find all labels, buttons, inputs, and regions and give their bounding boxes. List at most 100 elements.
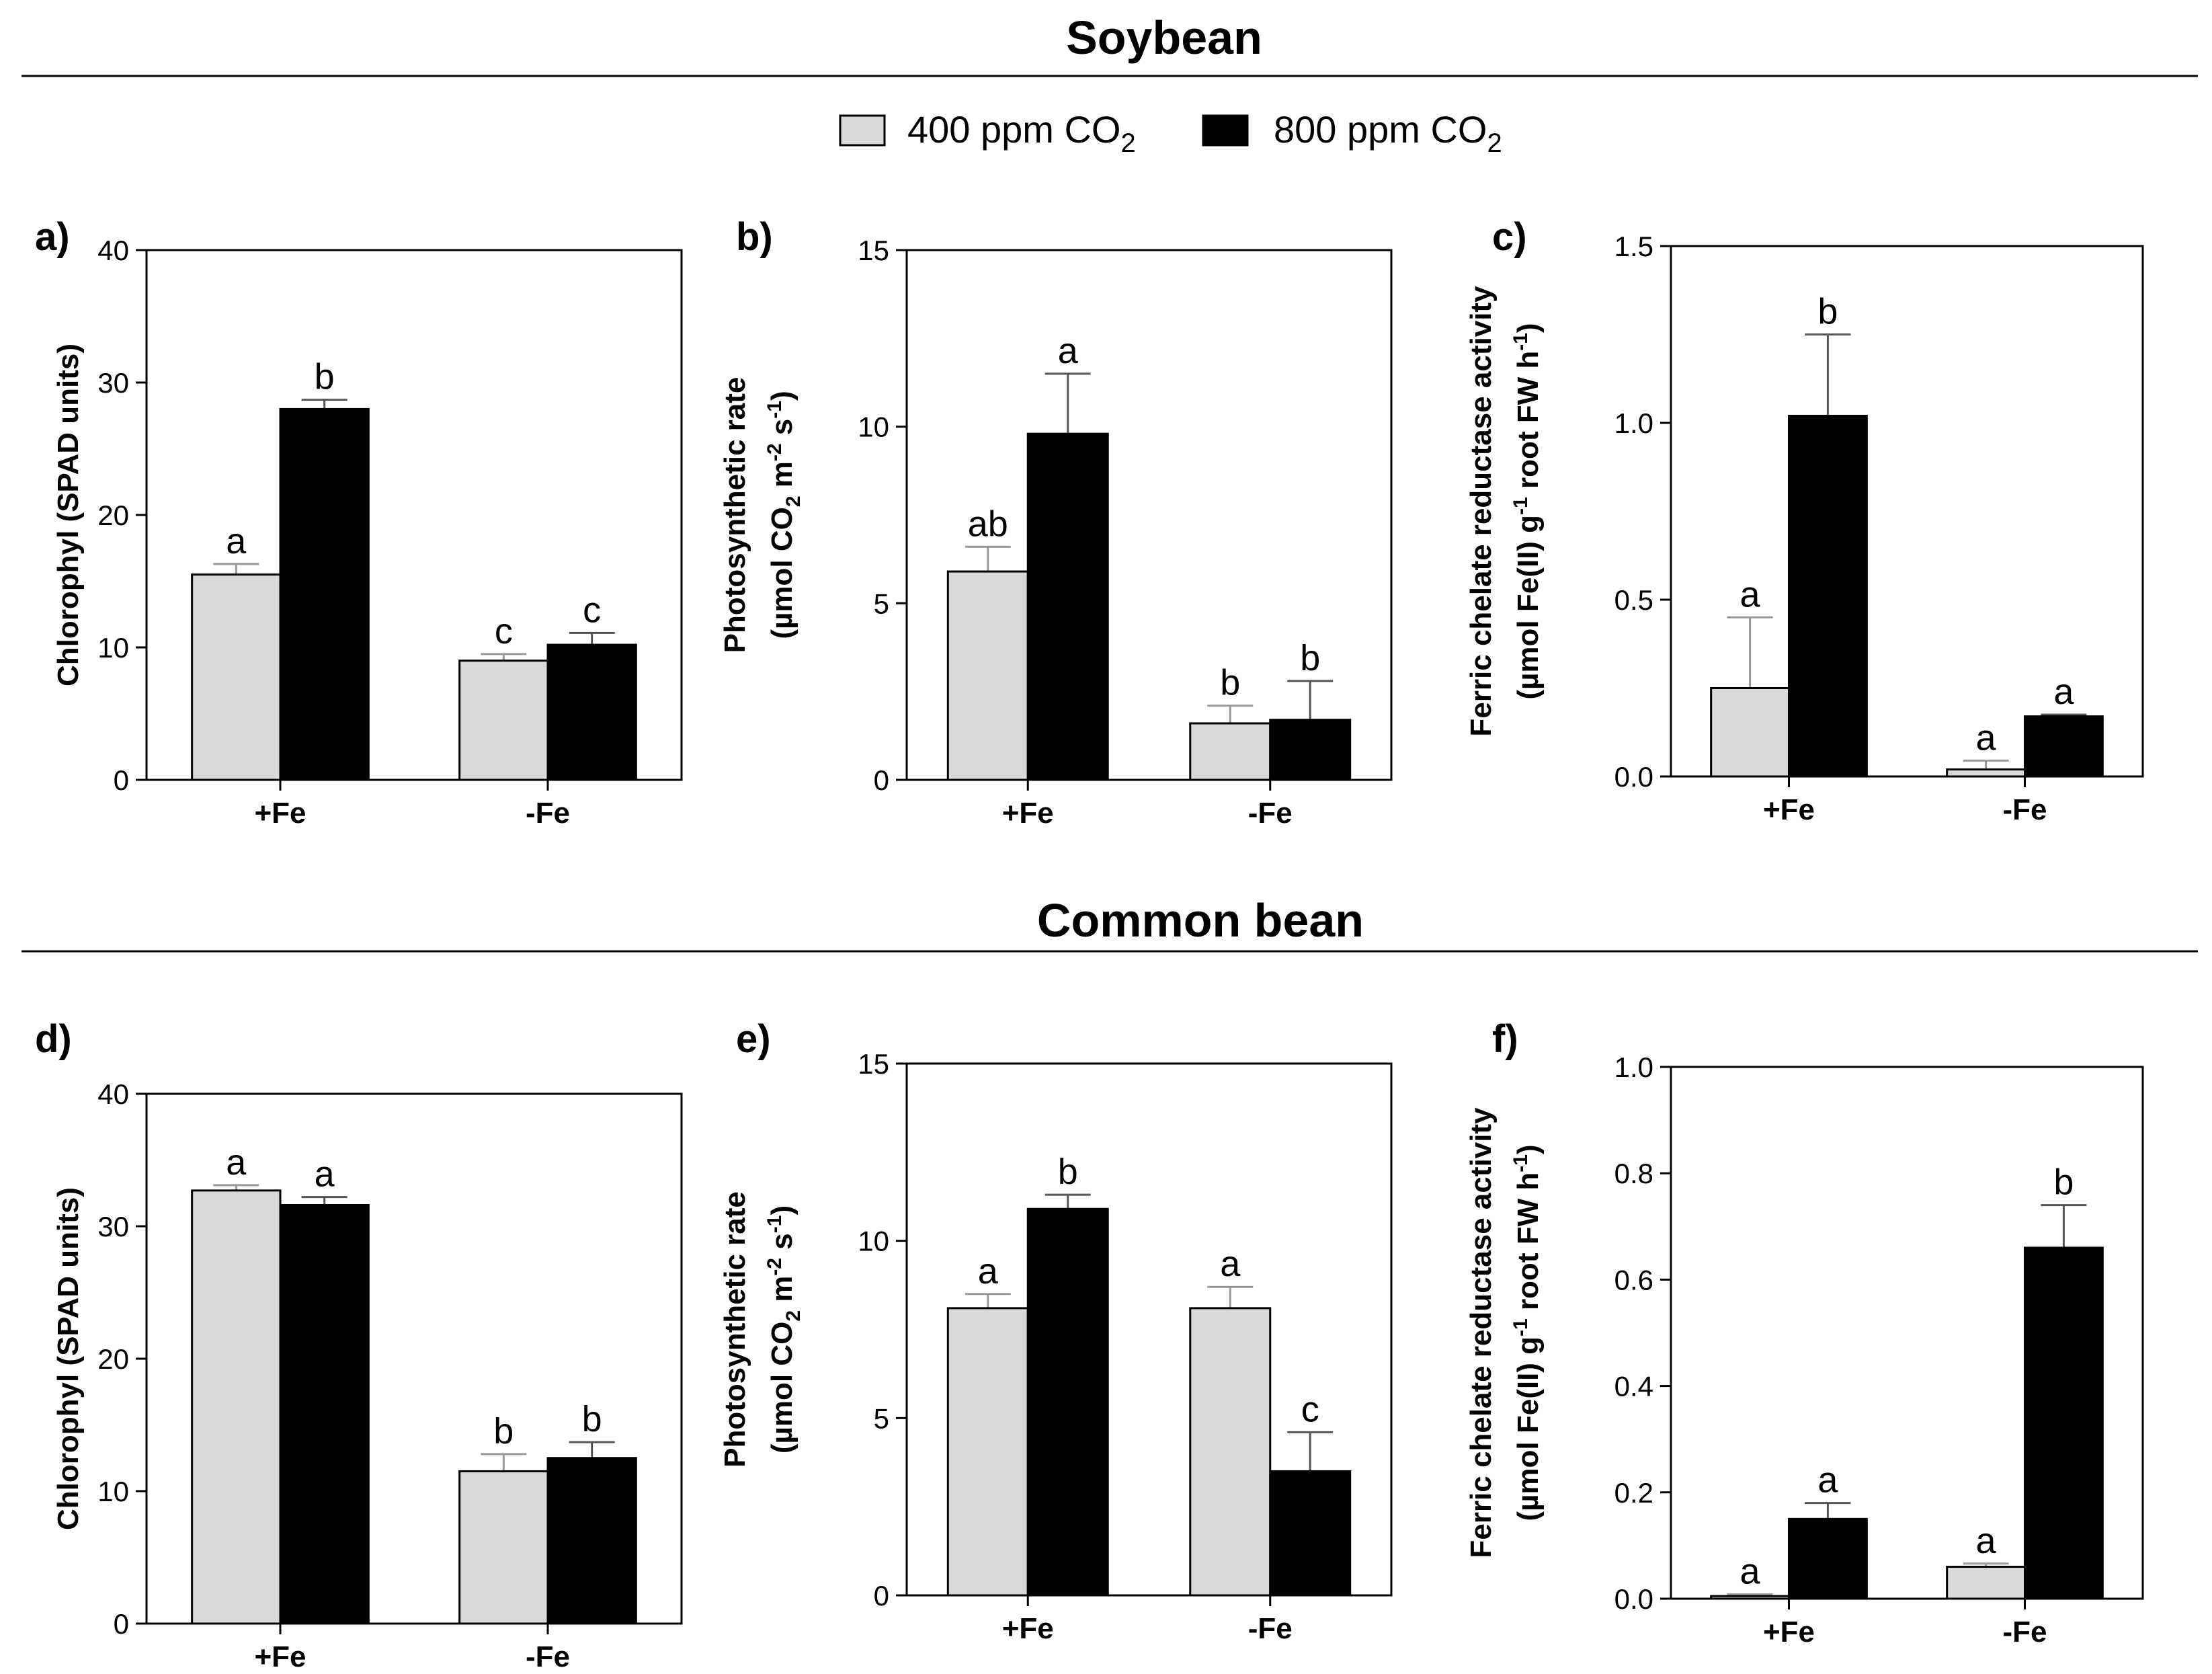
y-tick-label: 0.5 (1614, 584, 1653, 616)
bar-400-plus-fe (1710, 687, 1790, 778)
y-tick-label: 0.0 (1614, 761, 1653, 793)
y-tick-label: 0 (874, 1580, 889, 1611)
x-category-label: -Fe (2003, 793, 2047, 826)
y-axis-label: Photosynthetic rate (719, 377, 751, 653)
bar-800-plus-fe (1788, 414, 1868, 778)
y-tick-label: 30 (97, 1211, 129, 1242)
panel-a: a) 0 10 20 30 40 Chlorophyl (SPAD units) a b +Fe c… (35, 215, 683, 830)
x-category-label: -Fe (1248, 797, 1293, 830)
y-axis-label: (µmol CO2 m-2 s-1) (764, 1205, 805, 1453)
significance-letter: b (1220, 663, 1240, 703)
bar-400-minus-fe (458, 660, 549, 781)
x-category-label: +Fe (1002, 797, 1054, 830)
y-tick-label: 40 (97, 1078, 129, 1110)
y-tick-label: 20 (97, 1343, 129, 1375)
bar-400-plus-fe (946, 570, 1029, 781)
bar-800-minus-fe (546, 643, 637, 781)
panel-label: e) (736, 1017, 771, 1061)
bar-800-minus-fe (1269, 1470, 1352, 1597)
section-title-soybean: Soybean (1066, 11, 1262, 64)
bar-800-plus-fe (1026, 432, 1109, 781)
x-category-label: +Fe (254, 1640, 306, 1671)
y-tick-label: 10 (858, 411, 889, 443)
y-axis-label: Ferric chelate reductase activity (1465, 286, 1498, 737)
panel-label: c) (1492, 215, 1527, 259)
panel-f: f) 0.0 0.2 0.4 0.6 0.8 1.0 Ferric chelate reduc… (1465, 1017, 2144, 1648)
bar-800-plus-fe (1026, 1207, 1109, 1597)
y-tick-label: 15 (858, 1048, 889, 1080)
plot-frame (1670, 245, 2144, 778)
panel-c: c) 0.0 0.5 1.0 1.5 Ferric chelate reductase a… (1465, 215, 2144, 826)
panel-e: e) 0 5 10 15 Photosynthetic rate (µmol CO2 m-2… (719, 1017, 1393, 1645)
y-axis-label: Chlorophyl (SPAD units) (52, 344, 85, 686)
significance-letter: a (1976, 717, 1997, 758)
y-axis-label: (µmol Fe(II) g-1 root FW h-1) (1510, 1144, 1545, 1521)
significance-letter: a (1740, 1552, 1761, 1592)
significance-letter: c (583, 590, 601, 630)
bar-800-plus-fe (279, 1203, 370, 1625)
significance-letter: b (1058, 1152, 1078, 1192)
x-category-label: +Fe (1763, 1616, 1815, 1648)
y-tick-label: 1.0 (1614, 1051, 1653, 1083)
bar-800-plus-fe (279, 407, 370, 781)
legend-swatch-800 (1202, 114, 1249, 147)
y-tick-label: 0.4 (1614, 1371, 1653, 1402)
significance-letter: a (1220, 1244, 1241, 1284)
significance-letter: a (315, 1154, 335, 1195)
significance-letter: b (315, 357, 335, 397)
y-tick-label: 0.2 (1614, 1477, 1653, 1509)
panel-label: a) (35, 215, 70, 259)
significance-letter: a (226, 521, 247, 561)
legend-label-400: 400 ppm CO2 (907, 108, 1136, 158)
y-tick-label: 20 (97, 500, 129, 531)
legend-swatch-400 (839, 114, 886, 147)
legend: 400 ppm CO2 800 ppm CO2 (839, 108, 1502, 158)
significance-letter: b (2053, 1162, 2074, 1203)
y-tick-label: 15 (858, 235, 889, 266)
y-tick-label: 0 (874, 764, 889, 796)
y-axis-label: Ferric chelate reductase activity (1465, 1107, 1498, 1558)
y-tick-label: 0.8 (1614, 1158, 1653, 1189)
significance-letter: a (978, 1251, 999, 1291)
bar-800-minus-fe (2024, 1246, 2104, 1600)
panel-b: b) 0 5 10 15 Photosynthetic rate (µmol CO2 m-2… (719, 215, 1393, 830)
y-tick-label: 10 (97, 632, 129, 664)
y-tick-label: 0.0 (1614, 1583, 1653, 1615)
bar-400-minus-fe (1189, 722, 1272, 781)
y-tick-label: 10 (858, 1226, 889, 1257)
plot-frame (905, 249, 1393, 781)
bar-800-minus-fe (1269, 719, 1352, 781)
y-tick-label: 30 (97, 367, 129, 399)
significance-letter: a (1058, 331, 1079, 371)
y-axis-label: (µmol CO2 m-2 s-1) (764, 391, 805, 639)
plot-frame (905, 1062, 1393, 1597)
x-category-label: -Fe (526, 1640, 570, 1671)
panels: a) 0 10 20 30 40 Chlorophyl (SPAD units) a b +Fe c… (35, 215, 2144, 1673)
significance-letter: a (226, 1142, 247, 1183)
panel-label: d) (35, 1017, 72, 1061)
bar-800-minus-fe (2024, 715, 2104, 778)
significance-letter: b (1817, 292, 1838, 332)
bar-400-minus-fe (458, 1470, 549, 1625)
bar-400-minus-fe (1946, 1566, 2026, 1600)
y-axis-label: (µmol Fe(II) g-1 root FW h-1) (1510, 323, 1545, 699)
bar-400-minus-fe (1946, 768, 2026, 778)
section-title-common-bean: Common bean (1037, 894, 1364, 947)
bar-800-minus-fe (546, 1457, 637, 1625)
significance-letter: a (1740, 574, 1761, 614)
bar-400-plus-fe (191, 573, 282, 781)
y-tick-label: 0 (114, 1608, 129, 1640)
x-category-label: +Fe (1002, 1612, 1054, 1645)
y-tick-label: 5 (874, 1402, 889, 1434)
plot-frame (1670, 1066, 2144, 1600)
y-tick-label: 1.0 (1614, 407, 1653, 439)
bar-400-plus-fe (1710, 1595, 1790, 1600)
significance-letter: b (1300, 638, 1320, 678)
bar-400-plus-fe (946, 1307, 1029, 1597)
y-tick-label: 1.5 (1614, 231, 1653, 262)
significance-letter: c (1301, 1389, 1319, 1429)
bar-800-plus-fe (1788, 1517, 1868, 1600)
significance-letter: b (493, 1411, 514, 1451)
x-category-label: -Fe (526, 797, 570, 830)
panel-label: f) (1492, 1017, 1518, 1061)
